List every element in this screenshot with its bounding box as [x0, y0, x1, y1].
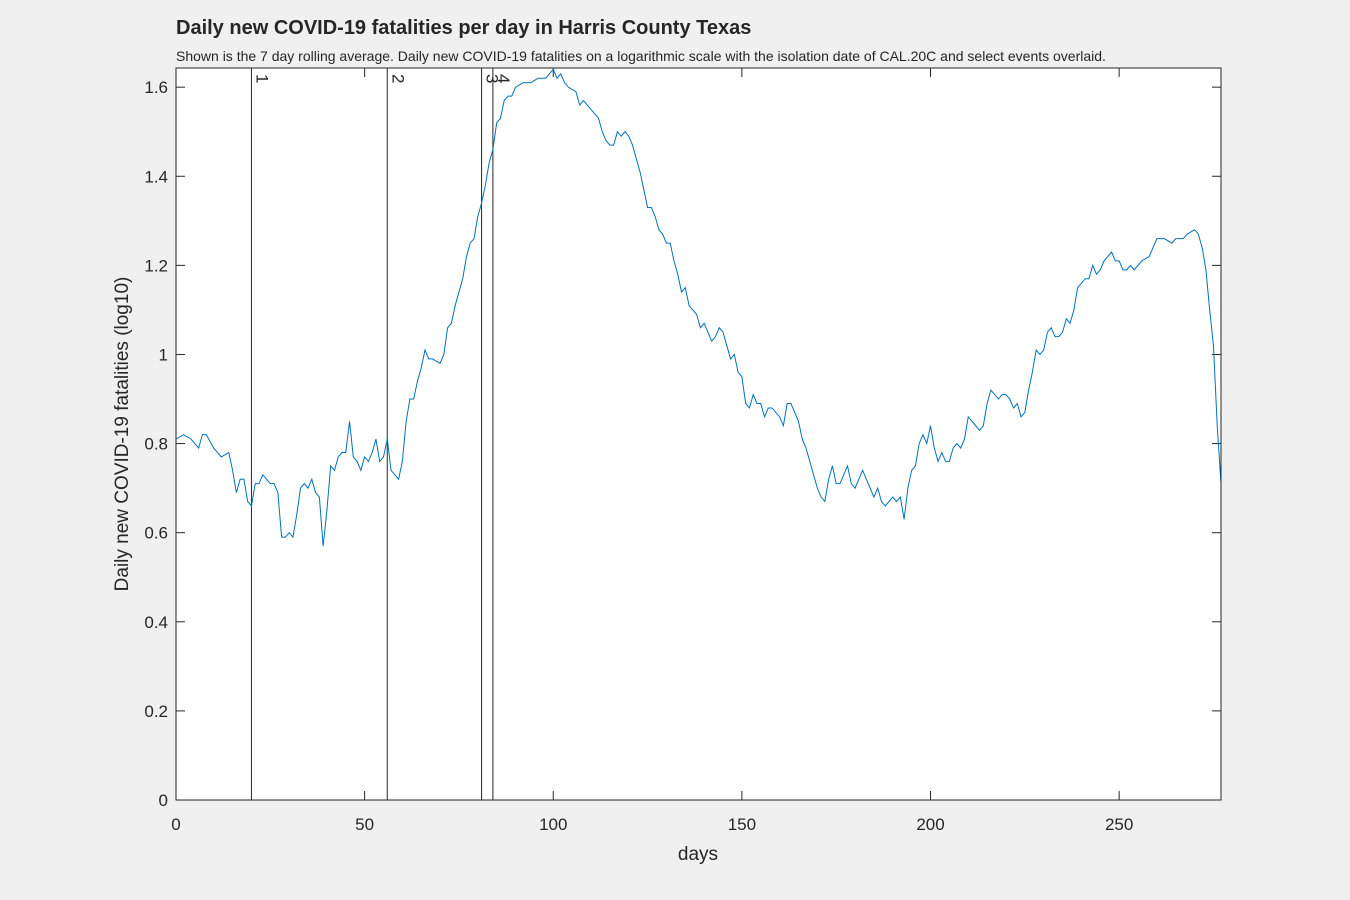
event-label: 2	[388, 74, 407, 83]
event-label: 4	[494, 74, 513, 83]
x-axis-label: days	[678, 844, 718, 865]
y-axis-label: Daily new COVID-19 fatalities (log10)	[112, 277, 133, 592]
x-tick-label: 0	[171, 815, 180, 834]
x-tick-label: 150	[728, 815, 756, 834]
x-tick-label: 200	[916, 815, 944, 834]
data-line	[175, 68, 1222, 547]
chart-subtitle: Shown is the 7 day rolling average. Dail…	[176, 48, 1106, 64]
y-tick-label: 0	[159, 791, 168, 810]
axes-box	[175, 67, 1222, 801]
x-tick-label: 250	[1105, 815, 1133, 834]
y-tick-label: 0.4	[144, 613, 168, 632]
y-tick-label: 0.8	[144, 435, 168, 454]
y-tick-label: 0.2	[144, 702, 168, 721]
plot-area	[176, 68, 1221, 800]
y-tick-label: 1.2	[144, 256, 168, 275]
x-tick-label: 50	[355, 815, 374, 834]
event-label: 1	[252, 74, 271, 83]
chart-title: Daily new COVID-19 fatalities per day in…	[176, 17, 751, 39]
y-tick-label: 1	[159, 345, 168, 364]
x-tick-label: 100	[539, 815, 567, 834]
y-tick-label: 1.4	[144, 167, 168, 186]
y-tick-label: 1.6	[144, 78, 168, 97]
event-label: 3	[483, 74, 502, 83]
y-tick-label: 0.6	[144, 524, 168, 543]
